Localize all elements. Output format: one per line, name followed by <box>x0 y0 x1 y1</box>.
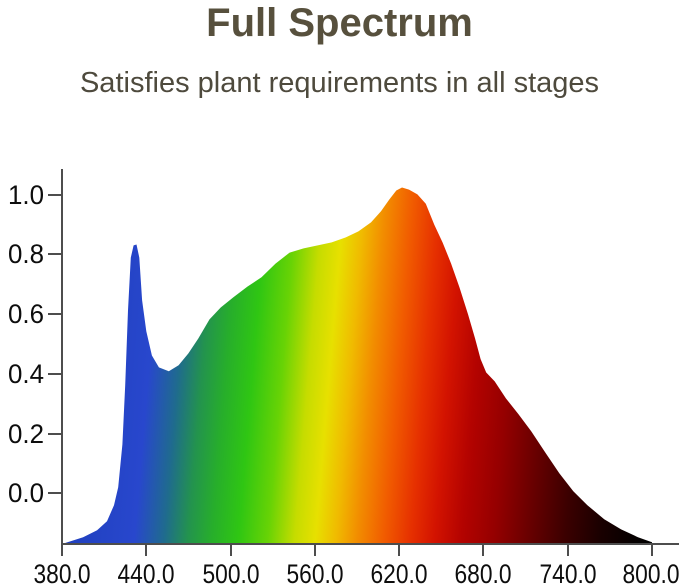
x-tick-label: 440.0 <box>118 559 175 588</box>
x-tick-label: 740.0 <box>540 559 597 588</box>
y-tick-label: 0.4 <box>8 359 44 389</box>
x-tick-label: 620.0 <box>371 559 428 588</box>
y-tick-label: 1.0 <box>8 180 44 210</box>
x-tick-label: 380.0 <box>34 559 91 588</box>
y-tick-label: 0.8 <box>8 239 44 269</box>
y-tick-label: 0.2 <box>8 419 44 449</box>
x-tick-label: 560.0 <box>287 559 344 588</box>
page-subtitle: Satisfies plant requirements in all stag… <box>79 67 600 99</box>
y-tick-label: 0.0 <box>8 478 44 508</box>
spectrum-area <box>62 187 652 545</box>
x-tick-label: 800.0 <box>623 559 679 588</box>
y-tick-label: 0.6 <box>8 299 44 329</box>
page-title: Full Spectrum <box>206 1 473 45</box>
x-tick-label: 500.0 <box>203 559 260 588</box>
x-tick-label: 680.0 <box>455 559 512 588</box>
